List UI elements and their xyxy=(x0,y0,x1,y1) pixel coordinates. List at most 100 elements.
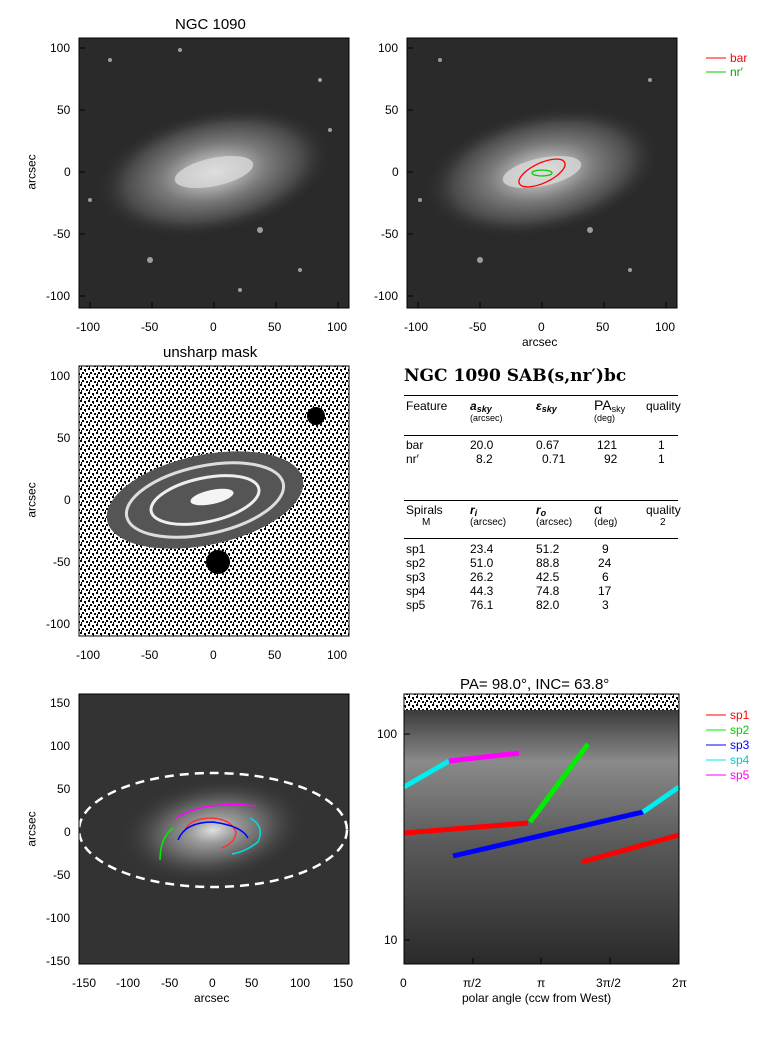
header-pa: PAsky xyxy=(594,397,626,414)
panel-title: NGC 1090 xyxy=(175,16,246,33)
header-a: asky xyxy=(470,399,492,414)
spiral-ri: 76.1 xyxy=(470,598,494,612)
x-tick-label: -50 xyxy=(141,320,159,334)
x-tick-label: 0 xyxy=(209,976,216,990)
x-tick-label: 50 xyxy=(596,320,610,334)
spiral-name: sp4 xyxy=(406,584,426,598)
spiral-trace-sp4 xyxy=(231,817,261,855)
feature-name: nr′ xyxy=(406,452,419,466)
header-ro: ro xyxy=(536,503,547,518)
header-feature: Feature xyxy=(406,399,448,413)
x-tick-label: π/2 xyxy=(463,976,482,990)
y-tick-label: -150 xyxy=(46,954,71,968)
header-quality: quality xyxy=(646,399,681,413)
table-rule xyxy=(404,435,678,436)
x-tick-label: 0 xyxy=(538,320,545,334)
legend-sp1: sp1 xyxy=(730,708,750,722)
header-quality: quality xyxy=(646,503,681,517)
y-tick-label: 10 xyxy=(384,933,398,947)
feature-name: bar xyxy=(406,438,424,452)
arm-sp3 xyxy=(452,809,644,859)
x-tick-label: -100 xyxy=(116,976,141,990)
parameter-table: NGC 1090 SAB(s,nr′)bc Feature asky (arcs… xyxy=(404,366,684,626)
table-rule xyxy=(404,395,678,396)
y-tick-label: 150 xyxy=(50,696,71,710)
y-tick-label: 50 xyxy=(57,431,71,445)
y-tick-label: -100 xyxy=(46,289,71,303)
y-tick-label: 0 xyxy=(392,165,399,179)
y-tick-label: -50 xyxy=(53,868,71,882)
table-title: NGC 1090 SAB(s,nr′)bc xyxy=(404,366,627,386)
arm-sp2 xyxy=(527,742,591,824)
y-tick-label: -100 xyxy=(374,289,399,303)
y-tick-label: 50 xyxy=(57,782,71,796)
feature-e: 0.71 xyxy=(542,452,566,466)
arm-sp4a xyxy=(402,758,451,790)
spiral-alpha: 6 xyxy=(602,570,609,584)
feature-pa: 92 xyxy=(604,452,618,466)
spiral-ri: 23.4 xyxy=(470,542,494,556)
feature-pa: 121 xyxy=(597,438,618,452)
header-spirals: Spirals xyxy=(406,503,443,517)
header-alpha: α xyxy=(594,501,603,517)
header-ri: ri xyxy=(470,503,478,518)
spiral-name: sp3 xyxy=(406,570,426,584)
x-tick-label: 0 xyxy=(400,976,407,990)
spiral-name: sp2 xyxy=(406,556,426,570)
spiral-alpha: 24 xyxy=(598,556,612,570)
x-tick-label: 100 xyxy=(327,320,348,334)
spiral-name: sp5 xyxy=(406,598,426,612)
y-tick-label: -100 xyxy=(46,617,71,631)
y-tick-label: 100 xyxy=(50,369,71,383)
x-tick-label: -50 xyxy=(161,976,179,990)
legend-sp3: sp3 xyxy=(730,738,750,752)
spiral-trace-sp5 xyxy=(175,803,257,819)
header-quality-value: 2 xyxy=(660,517,666,528)
spiral-ro: 42.5 xyxy=(536,570,560,584)
header-alpha-unit: (deg) xyxy=(594,517,618,528)
x-tick-label: -50 xyxy=(141,648,159,662)
x-tick-label: 100 xyxy=(327,648,348,662)
header-e: εsky xyxy=(536,399,557,414)
nr-ellipse xyxy=(531,169,553,177)
header-ro-unit: (arcsec) xyxy=(536,517,573,528)
spiral-ri: 51.0 xyxy=(470,556,494,570)
arm-sp1a xyxy=(403,820,529,836)
x-tick-label: π xyxy=(537,976,546,990)
x-tick-label: 100 xyxy=(655,320,676,334)
feature-q: 1 xyxy=(658,452,665,466)
feature-q: 1 xyxy=(658,438,665,452)
x-tick-label: 3π/2 xyxy=(596,976,621,990)
spiral-ro: 51.2 xyxy=(536,542,560,556)
legend-sp2: sp2 xyxy=(730,723,750,737)
x-tick-label: 50 xyxy=(245,976,259,990)
feature-a: 20.0 xyxy=(470,438,494,452)
header-a-unit: (arcsec) xyxy=(470,413,503,423)
y-tick-label: 50 xyxy=(385,103,399,117)
y-tick-label: -50 xyxy=(381,227,399,241)
spiral-alpha: 3 xyxy=(602,598,609,612)
legend-sp5: sp5 xyxy=(730,768,750,782)
bar-ellipse xyxy=(518,158,566,188)
x-axis-label: arcsec xyxy=(522,335,558,349)
y-tick-label: 0 xyxy=(64,493,71,507)
legend-sp4: sp4 xyxy=(730,753,750,767)
x-tick-label: -100 xyxy=(404,320,429,334)
y-tick-label: 100 xyxy=(378,41,399,55)
x-tick-label: 2π xyxy=(672,976,687,990)
spiral-name: sp1 xyxy=(406,542,426,556)
arm-sp5 xyxy=(448,750,520,764)
x-tick-label: 50 xyxy=(268,320,282,334)
panel-title: unsharp mask xyxy=(163,344,258,361)
spiral-trace-sp1 xyxy=(184,817,237,849)
y-tick-label: 0 xyxy=(64,165,71,179)
header-pa-unit: (deg) xyxy=(594,413,616,423)
spiral-ri: 26.2 xyxy=(470,570,494,584)
legend-bar: bar xyxy=(730,51,748,65)
spiral-ro: 82.0 xyxy=(536,598,560,612)
header-ri-unit: (arcsec) xyxy=(470,517,507,528)
panel-title: PA= 98.0°, INC= 63.8° xyxy=(460,676,610,693)
x-axis-label: polar angle (ccw from West) xyxy=(462,991,612,1005)
